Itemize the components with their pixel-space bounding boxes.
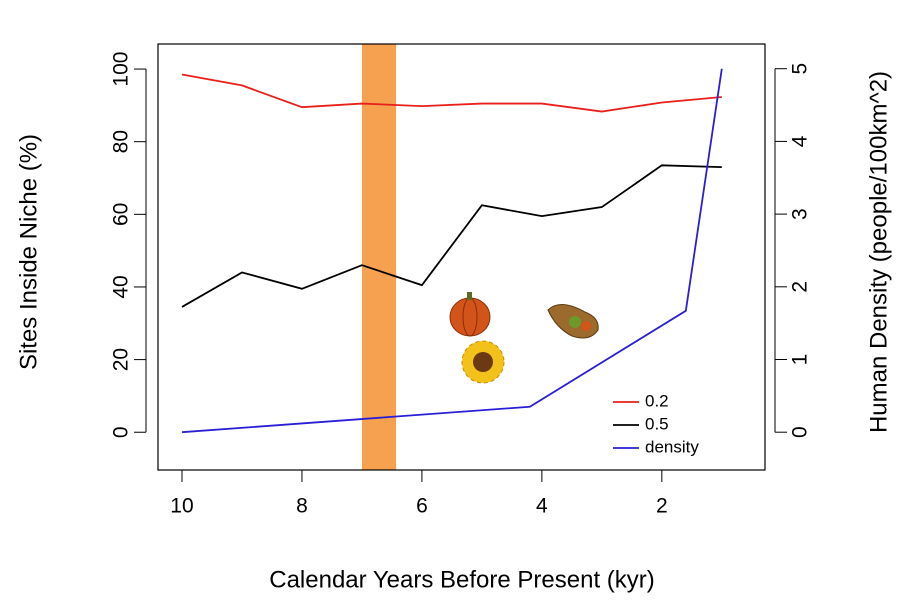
y-tick-label: 80 — [110, 130, 133, 153]
y-tick-label: 60 — [110, 203, 133, 226]
x-tick-label: 2 — [656, 495, 668, 518]
y2-tick-label: 3 — [789, 208, 812, 220]
y-tick-label: 40 — [110, 275, 133, 298]
x-tick-label: 6 — [416, 495, 428, 518]
x-axis-label: Calendar Years Before Present (kyr) — [269, 566, 655, 593]
data-line — [181, 164, 722, 308]
highlight-band — [361, 44, 397, 470]
y-tick-label: 20 — [110, 348, 133, 371]
y2-tick-label: 1 — [789, 354, 812, 366]
decorations — [449, 292, 599, 384]
legend-label: 0.5 — [645, 414, 669, 433]
y-axis-label: Sites Inside Niche (%) — [15, 134, 42, 370]
cornucopia-icon — [547, 304, 599, 339]
y2-tick-label: 0 — [789, 426, 812, 438]
y2-tick-label: 5 — [789, 63, 812, 75]
y-tick-label: 0 — [110, 426, 133, 438]
y2-tick-label: 2 — [789, 281, 812, 293]
x-tick-label: 4 — [536, 495, 548, 518]
legend-label: 0.2 — [645, 391, 669, 410]
data-line — [181, 73, 722, 113]
y-tick-label: 100 — [110, 52, 133, 87]
data-line — [181, 68, 723, 434]
pumpkin-icon — [449, 292, 491, 337]
plot-frame — [157, 43, 766, 471]
y2-tick-label: 4 — [789, 135, 812, 147]
x-tick-label: 8 — [296, 495, 308, 518]
sunflower-icon — [461, 340, 505, 384]
y2-axis-label: Human Density (people/100km^2) — [865, 71, 892, 433]
x-tick-label: 10 — [170, 495, 193, 518]
legend-label: density — [645, 437, 699, 456]
